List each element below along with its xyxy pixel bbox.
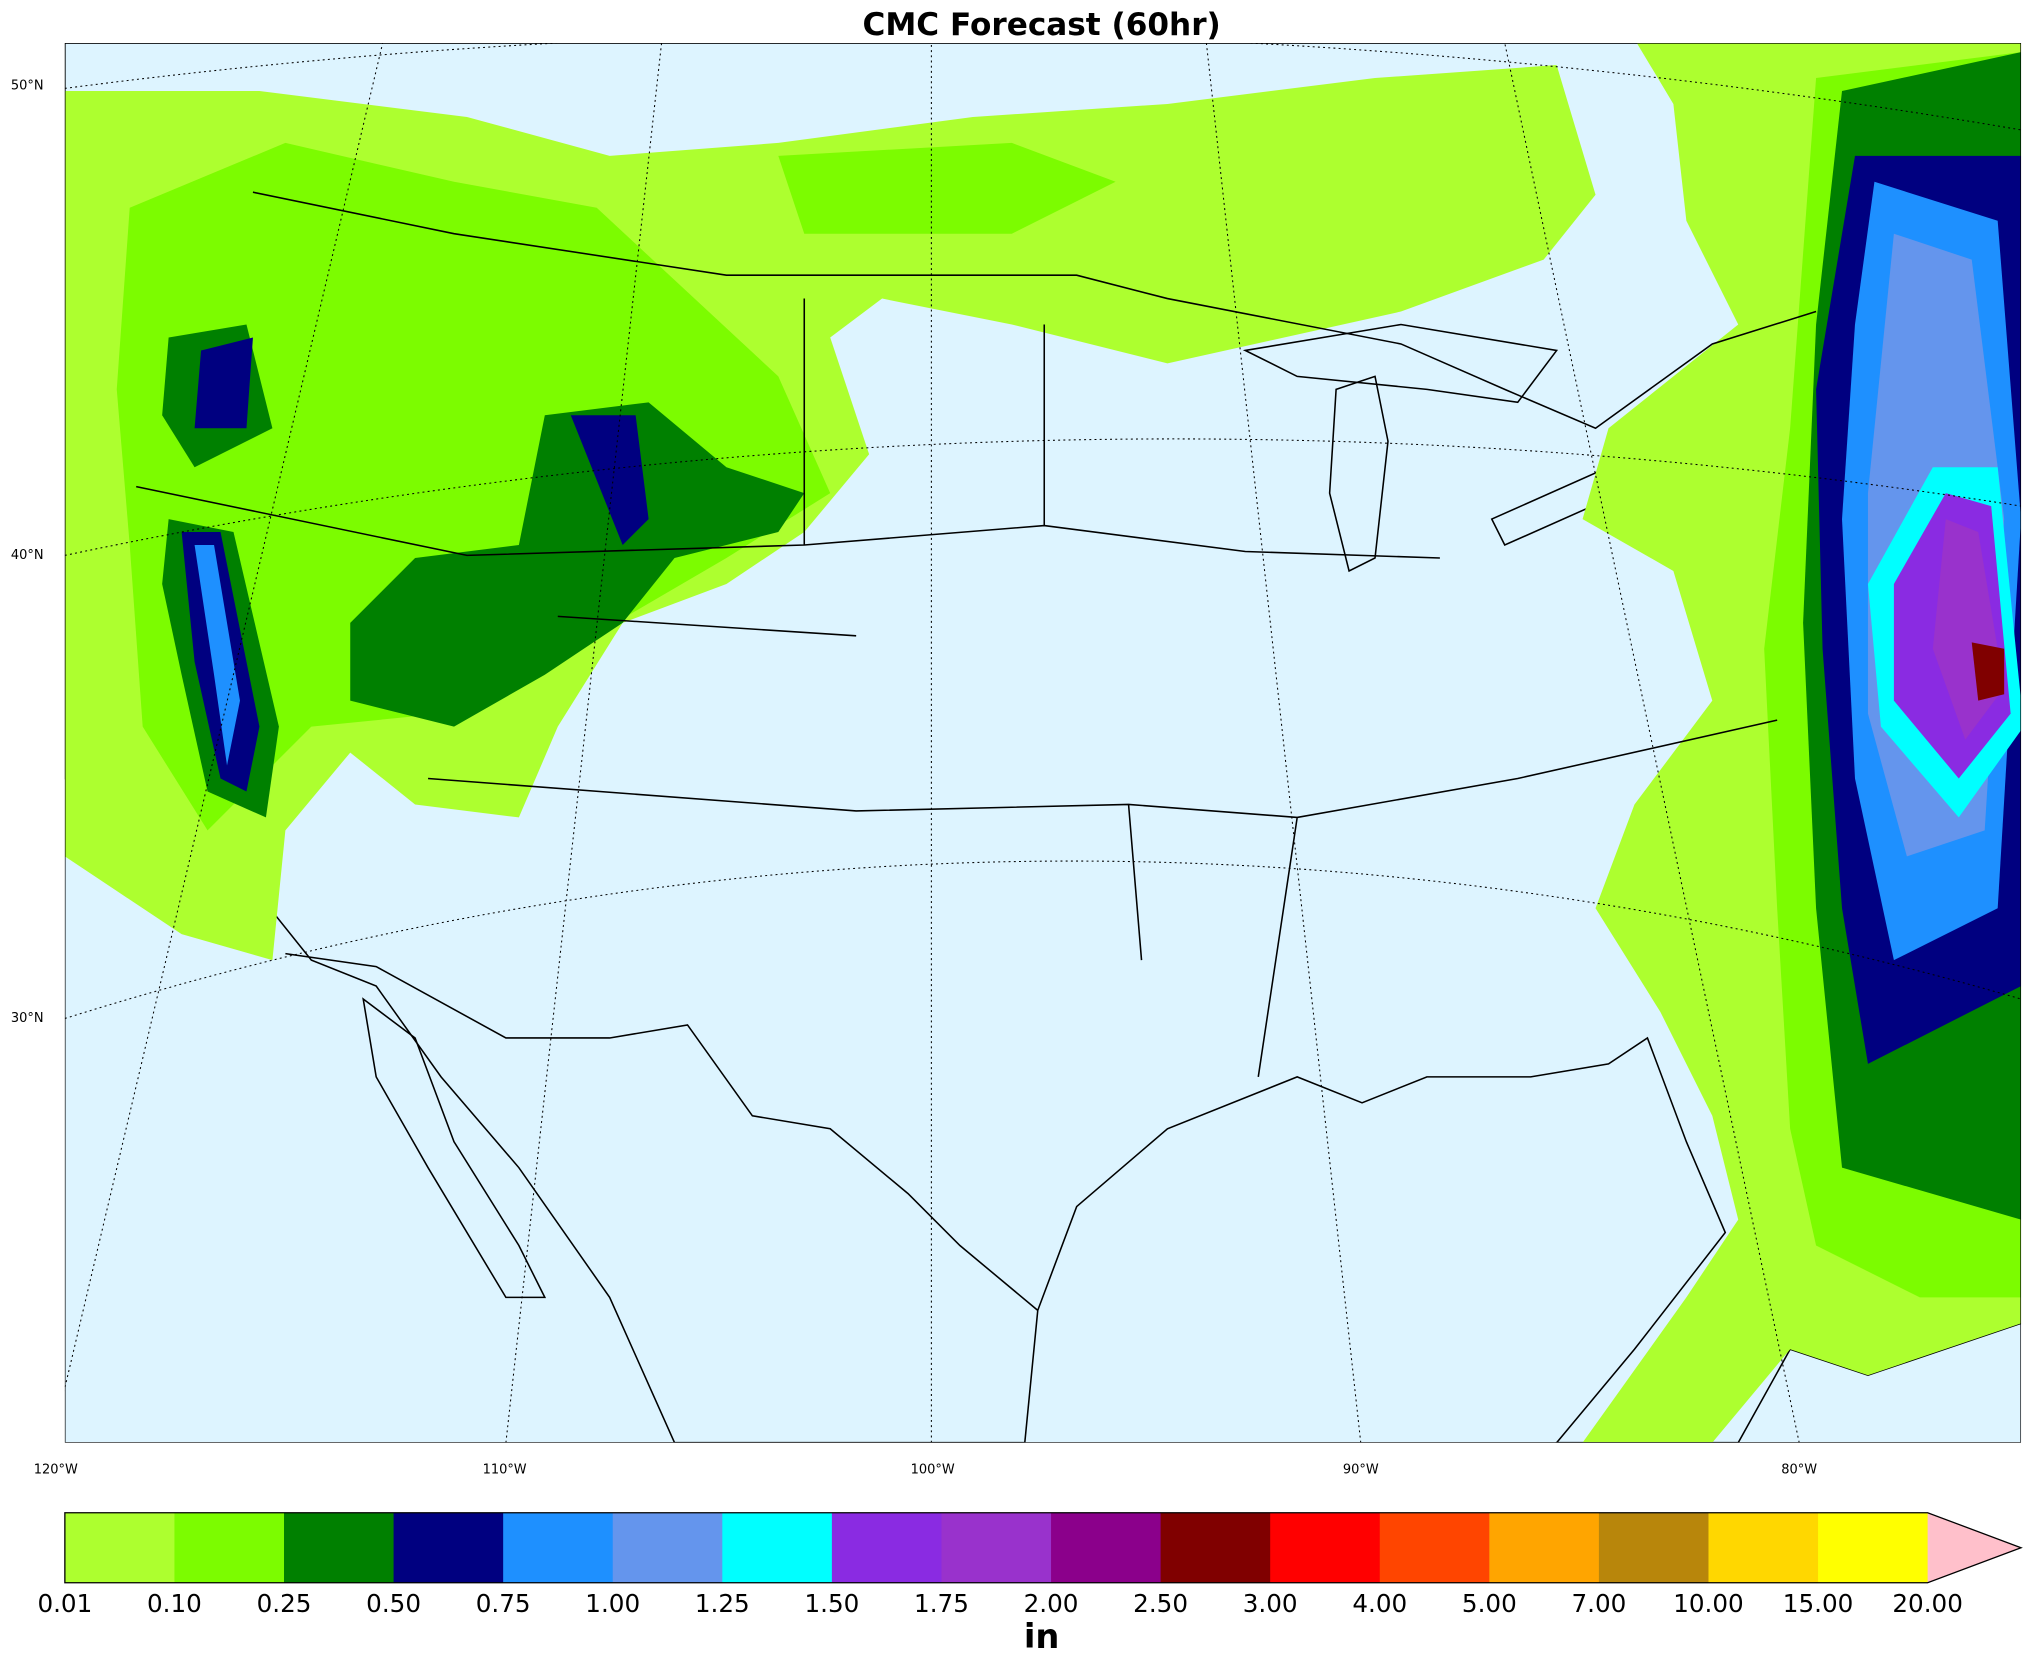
colorbar-bin [64, 1512, 176, 1583]
colorbar-bin [1160, 1512, 1271, 1583]
colorbar-bin [503, 1512, 614, 1583]
colorbar-label: 0.50 [366, 1589, 421, 1618]
precip-2-50 [1971, 642, 2005, 701]
colorbar-label: 1.50 [804, 1589, 859, 1618]
land [64, 43, 2022, 1443]
colorbar-bin [174, 1512, 285, 1583]
lake-superior [1242, 323, 1559, 404]
lat-labels: 50°N 40°N 30°N [11, 78, 44, 1026]
colorbar-label: 1.25 [695, 1589, 750, 1618]
lon-label: 90°W [1343, 1462, 1379, 1477]
colorbar-label: 4.00 [1352, 1589, 1407, 1618]
precip-0-25 [350, 402, 805, 727]
colorbar-bin [1598, 1512, 1710, 1583]
lon-labels: 120°W 110°W 100°W 90°W 80°W [34, 1462, 1818, 1477]
colorbar-bin [941, 1512, 1052, 1583]
title: CMC Forecast (60hr) [862, 7, 1220, 43]
colorbar-bin [612, 1512, 723, 1583]
colorbar-label: 20.00 [1892, 1589, 1963, 1618]
border-canada [252, 191, 1817, 430]
colorbar-bin [1818, 1512, 1929, 1583]
lon-label: 80°W [1781, 1462, 1817, 1477]
colorbar-unit: in [1024, 1617, 1060, 1656]
colorbar-label: 1.75 [914, 1589, 969, 1618]
colorbar-label: 0.10 [147, 1589, 202, 1618]
colorbar-bin [831, 1512, 943, 1583]
lat-label: 30°N [11, 1011, 44, 1026]
colorbar-bin [722, 1512, 833, 1583]
colorbar-bin [1051, 1512, 1162, 1583]
colorbar-label: 7.00 [1571, 1589, 1626, 1618]
lon-label: 110°W [483, 1462, 527, 1477]
colorbar-label: 0.25 [257, 1589, 312, 1618]
colorbar-bin [1270, 1512, 1381, 1583]
colorbar-outline [64, 1512, 2023, 1584]
border-mexico [285, 952, 1039, 1311]
precip-0-75 [194, 545, 240, 766]
state-borders [136, 298, 1778, 1077]
colorbar-label: 10.00 [1673, 1589, 1744, 1618]
colorbar-label: 2.50 [1133, 1589, 1188, 1618]
colorbar-bin [1708, 1512, 1819, 1583]
colorbar-label: 5.00 [1462, 1589, 1517, 1618]
colorbar-label: 0.01 [37, 1589, 92, 1618]
precip-0-50 [570, 415, 649, 546]
map [64, 43, 2022, 1443]
lat-label: 40°N [11, 548, 44, 563]
colorbar: 0.01 0.10 0.25 0.50 0.75 1.00 1.25 1.50 1.75 2.00… [37, 1512, 2023, 1618]
lat-label: 50°N [11, 78, 44, 93]
gulf-of-california [362, 997, 547, 1299]
precip-0-10 [116, 142, 831, 831]
lake-michigan [1328, 375, 1389, 573]
colorbar-bin [284, 1512, 395, 1583]
precip-0-10 [778, 142, 1116, 234]
lon-label: 120°W [34, 1462, 78, 1477]
colorbar-bin [393, 1512, 504, 1583]
colorbar-extend [1927, 1512, 2022, 1583]
graticule [64, 43, 2022, 1443]
colorbar-label: 3.00 [1243, 1589, 1298, 1618]
colorbar-label: 2.00 [1024, 1589, 1079, 1618]
lon-label: 100°W [911, 1462, 955, 1477]
precip-0-50 [194, 337, 253, 429]
colorbar-bin [1379, 1512, 1490, 1583]
colorbar-label: 1.00 [585, 1589, 640, 1618]
colorbar-label: 0.75 [476, 1589, 531, 1618]
colorbar-bin [1489, 1512, 1600, 1583]
colorbar-label: 15.00 [1783, 1589, 1854, 1618]
